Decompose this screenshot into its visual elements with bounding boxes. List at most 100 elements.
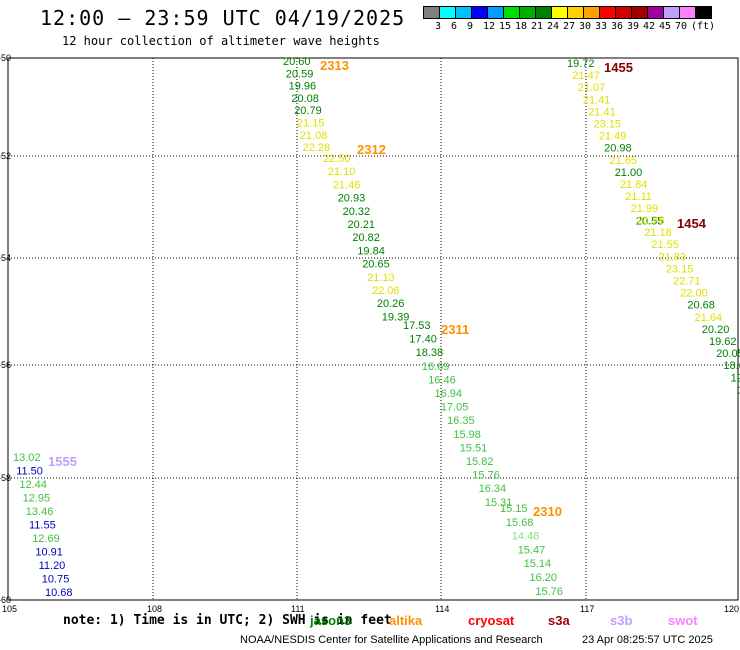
latitude-tick-label: -60 (0, 595, 11, 605)
swh-value-label: 16.20 (530, 572, 558, 584)
swh-value-label: 20.82 (352, 232, 380, 244)
swh-value-label: 10.75 (42, 574, 70, 586)
swh-value-label: 17.05 (441, 402, 469, 414)
swh-value-label: 23.15 (666, 263, 694, 275)
swh-value-label: 14.48 (512, 531, 540, 543)
swh-value-label: 20.55 (636, 215, 664, 227)
scale-label: 39 (627, 21, 640, 32)
swh-value-label: 21.13 (367, 272, 395, 284)
swh-value-label: 20.20 (702, 324, 730, 336)
swh-value-label: 15.15 (500, 503, 528, 515)
scale-label: 42 (643, 21, 656, 32)
swh-value-label: 21.08 (300, 130, 328, 142)
swh-value-label: 15.31 (485, 497, 513, 509)
swh-value-label: 21.07 (578, 82, 606, 94)
swh-value-label: 18.83 (738, 384, 740, 396)
swh-value-label: 15.14 (524, 558, 552, 570)
generated-timestamp: 23 Apr 08:25:57 UTC 2025 (582, 634, 713, 646)
swh-value-label: 19.84 (357, 245, 385, 257)
swh-value-label: 21.99 (631, 203, 659, 215)
longitude-tick-label: 105 (2, 604, 17, 614)
swh-value-label: 11.20 (39, 560, 66, 572)
swh-value-label: 15.51 (460, 442, 488, 454)
swh-value-label: 20.79 (294, 105, 322, 117)
scale-label: 12 (483, 21, 496, 32)
swh-value-label: 21.18 (644, 227, 672, 239)
scale-label: 45 (659, 21, 672, 32)
swh-value-label: 10.68 (45, 587, 73, 599)
swh-value-label: 22.00 (680, 288, 708, 300)
color-scale-swatches (423, 6, 712, 19)
swh-value-label: 20.59 (286, 68, 314, 80)
swh-value-label: 19.72 (567, 58, 595, 70)
swh-value-label: 21.49 (599, 131, 627, 143)
swh-value-label: 20.98 (604, 143, 632, 155)
swh-value-label: 18.38 (416, 347, 444, 359)
swh-value-label: 11.55 (29, 520, 56, 532)
longitude-tick-label: 114 (435, 604, 449, 614)
swh-value-label: 16.35 (447, 415, 475, 427)
swh-value-label: 22.71 (673, 276, 701, 288)
latitude-tick-label: -54 (0, 253, 11, 263)
swh-value-label: 20.26 (377, 298, 405, 310)
swh-value-label: 20.21 (348, 219, 376, 231)
pass-number-label: 1454 (677, 216, 707, 231)
swh-value-label: 10.91 (35, 547, 63, 559)
swh-value-label: 17.40 (409, 334, 437, 346)
map-frame (7, 57, 739, 601)
swh-value-label: 21.78 (637, 215, 665, 227)
swh-value-label: 22.50 (323, 153, 351, 165)
swh-value-label: 22.06 (372, 285, 400, 297)
scale-label: 24 (547, 21, 560, 32)
swh-value-label: 15.82 (466, 456, 494, 468)
swh-value-label: 21.64 (695, 312, 723, 324)
pass-number-label: 2312 (357, 142, 386, 157)
plot-title: 12:00 – 23:59 UTC 04/19/2025 (40, 6, 406, 30)
pass-number-label: 2313 (320, 58, 349, 73)
swh-value-label: 21.46 (333, 179, 361, 191)
scale-label: 27 (563, 21, 576, 32)
scale-label: 6 (451, 21, 458, 32)
swh-value-label: 15.98 (453, 429, 481, 441)
swh-value-label: 20.65 (362, 259, 390, 271)
swh-value-label: 12.44 (19, 479, 47, 491)
credit-line: NOAA/NESDIS Center for Satellite Applica… (240, 634, 543, 646)
swh-value-label: 12.95 (23, 493, 51, 505)
swh-value-label: 20.08 (291, 93, 319, 105)
plot-subtitle: 12 hour collection of altimeter wave hei… (62, 34, 380, 48)
latitude-tick-label: -50 (0, 53, 11, 63)
longitude-tick-label: 111 (291, 604, 305, 614)
swh-value-label: 15.76 (472, 470, 500, 482)
swh-value-label: 23.15 (594, 119, 622, 131)
scale-label: 9 (467, 21, 474, 32)
swh-value-label: 21.55 (651, 239, 679, 251)
scale-swatch (695, 6, 712, 19)
scale-label: 30 (579, 21, 592, 32)
swh-value-label: 20.32 (343, 206, 371, 218)
swh-value-label: 21.11 (625, 191, 652, 203)
swh-value-label: 11.50 (16, 466, 43, 478)
swh-value-label: 17.53 (403, 320, 431, 332)
pass-number-label: 1455 (604, 60, 633, 75)
satellite-legend-item: jason3 (310, 613, 352, 628)
longitude-tick-label: 120 (724, 604, 739, 614)
swh-value-label: 19.39 (382, 311, 410, 323)
swh-value-label: 16.69 (422, 361, 450, 373)
swh-value-label: 20.60 (283, 56, 311, 68)
swh-value-label: 16.94 (435, 388, 463, 400)
scale-label: 18 (515, 21, 528, 32)
scale-label: 33 (595, 21, 608, 32)
swh-value-label: 21.41 (583, 94, 611, 106)
swh-value-label: 22.28 (303, 142, 331, 154)
swh-value-label: 21.83 (659, 251, 687, 263)
longitude-tick-label: 108 (147, 604, 162, 614)
scale-label: 21 (531, 21, 544, 32)
swh-value-label: 15.47 (518, 544, 546, 556)
swh-value-label: 21.15 (297, 118, 325, 130)
longitude-tick-label: 117 (580, 604, 594, 614)
pass-number-label: 2311 (441, 322, 469, 337)
swh-value-label: 13.46 (26, 506, 54, 518)
swh-value-label: 21.00 (615, 167, 643, 179)
latitude-tick-label: -58 (0, 473, 11, 483)
swh-value-label: 13.02 (13, 452, 41, 464)
